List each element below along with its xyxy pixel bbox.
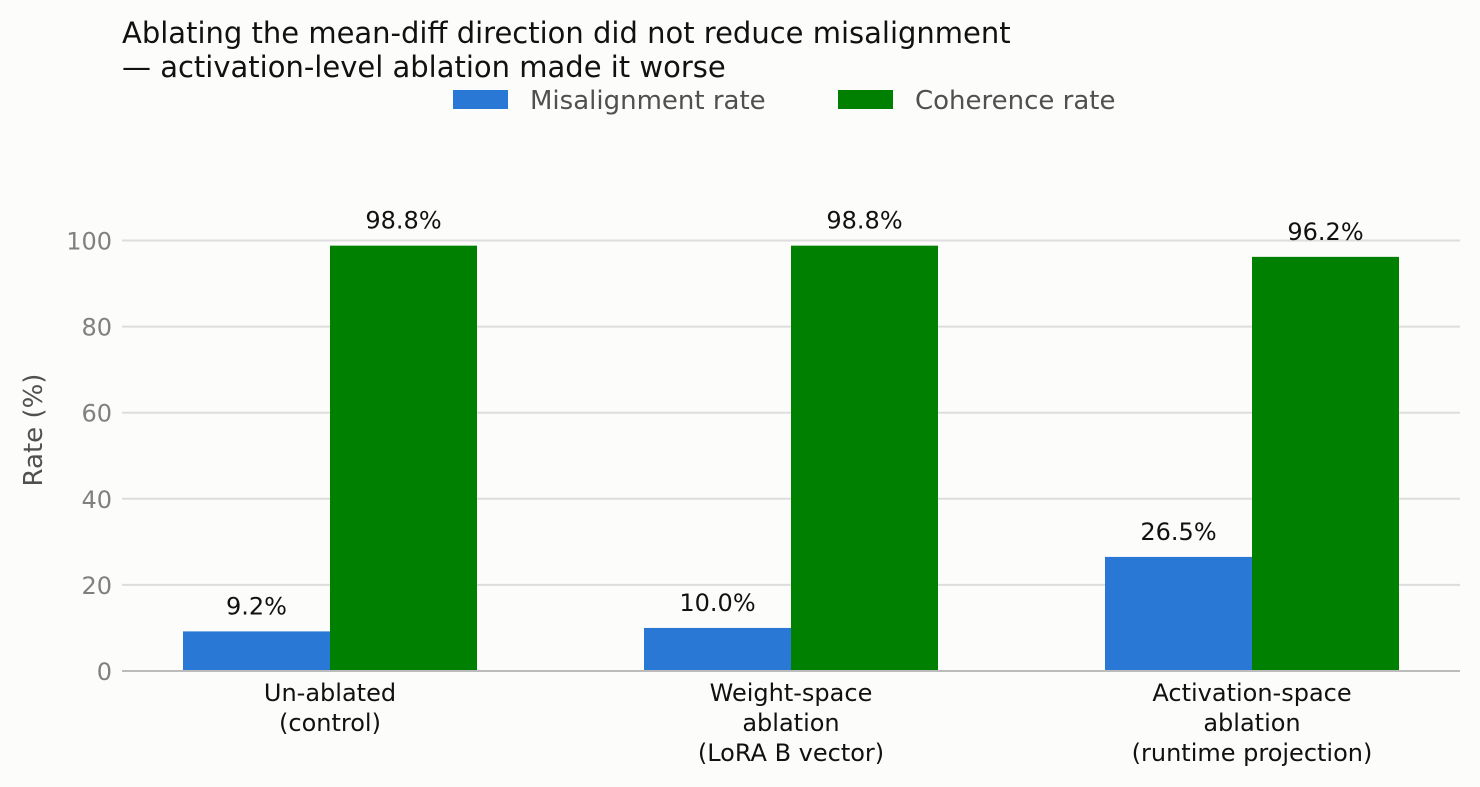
y-tick-label: 80 [81, 314, 112, 342]
value-labels: 9.2% 10.0% 26.5% 98.8% 98.8% 96.2% [226, 207, 1364, 621]
legend-swatch-coherence [838, 90, 893, 109]
bar-misalignment [644, 627, 791, 671]
x-tick-label: Un-ablated (control) [264, 679, 396, 737]
y-tick-label: 60 [81, 400, 112, 428]
y-tick-label: 20 [81, 572, 112, 600]
y-tick-label: 0 [97, 658, 112, 686]
data-label: 98.8% [365, 207, 441, 235]
x-tick-label: Activation-space ablation (runtime project… [1132, 679, 1373, 767]
chart-subtitle: — activation-level ablation made it wors… [122, 50, 726, 84]
bars [183, 245, 1399, 671]
bar-coherence [1252, 256, 1399, 671]
legend-label-coherence: Coherence rate [915, 86, 1116, 116]
data-label: 98.8% [826, 207, 902, 235]
y-tick-label: 100 [66, 228, 112, 256]
y-tick-label: 40 [81, 486, 112, 514]
y-axis-label: Rate (%) [19, 374, 49, 487]
data-label: 26.5% [1140, 518, 1216, 546]
x-tick-label: Weight-space ablation (LoRA B vector) [698, 679, 884, 767]
data-label: 96.2% [1287, 218, 1363, 246]
data-label: 10.0% [679, 589, 755, 617]
bar-coherence [330, 245, 477, 671]
chart-title: Ablating the mean-diff direction did not… [122, 16, 1011, 50]
legend: Misalignment rate Coherence rate [453, 86, 1116, 116]
data-label: 9.2% [226, 592, 287, 620]
axes: 0 20 40 60 80 100 Un-ablated (control) Weight-sp… [66, 228, 1460, 767]
legend-label-misalignment: Misalignment rate [530, 86, 766, 116]
legend-swatch-misalignment [453, 90, 508, 109]
bar-coherence [791, 245, 938, 671]
bar-misalignment [1105, 556, 1252, 671]
bar-misalignment [183, 631, 330, 671]
